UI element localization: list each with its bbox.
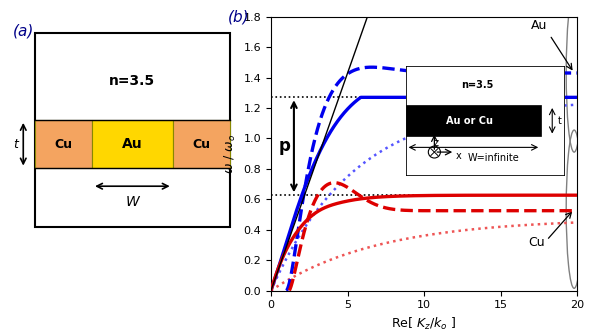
- Bar: [92, 120, 173, 168]
- Text: Cu: Cu: [192, 138, 210, 151]
- Bar: [35, 120, 92, 168]
- Text: W: W: [125, 195, 139, 209]
- X-axis label: Re[ $K_z/k_o$ ]: Re[ $K_z/k_o$ ]: [392, 316, 456, 332]
- Bar: [35, 33, 230, 226]
- Text: (a): (a): [13, 23, 34, 38]
- Text: Cu: Cu: [54, 138, 72, 151]
- Text: Au: Au: [531, 19, 548, 32]
- Text: n=3.5: n=3.5: [110, 74, 155, 88]
- Text: t: t: [14, 138, 18, 151]
- Text: (b): (b): [228, 9, 250, 24]
- Bar: [173, 120, 230, 168]
- Text: Cu: Cu: [528, 236, 545, 249]
- Text: Au: Au: [122, 137, 143, 151]
- Text: p: p: [279, 137, 290, 155]
- Y-axis label: $\omega$ / $\omega_o$: $\omega$ / $\omega_o$: [223, 134, 238, 174]
